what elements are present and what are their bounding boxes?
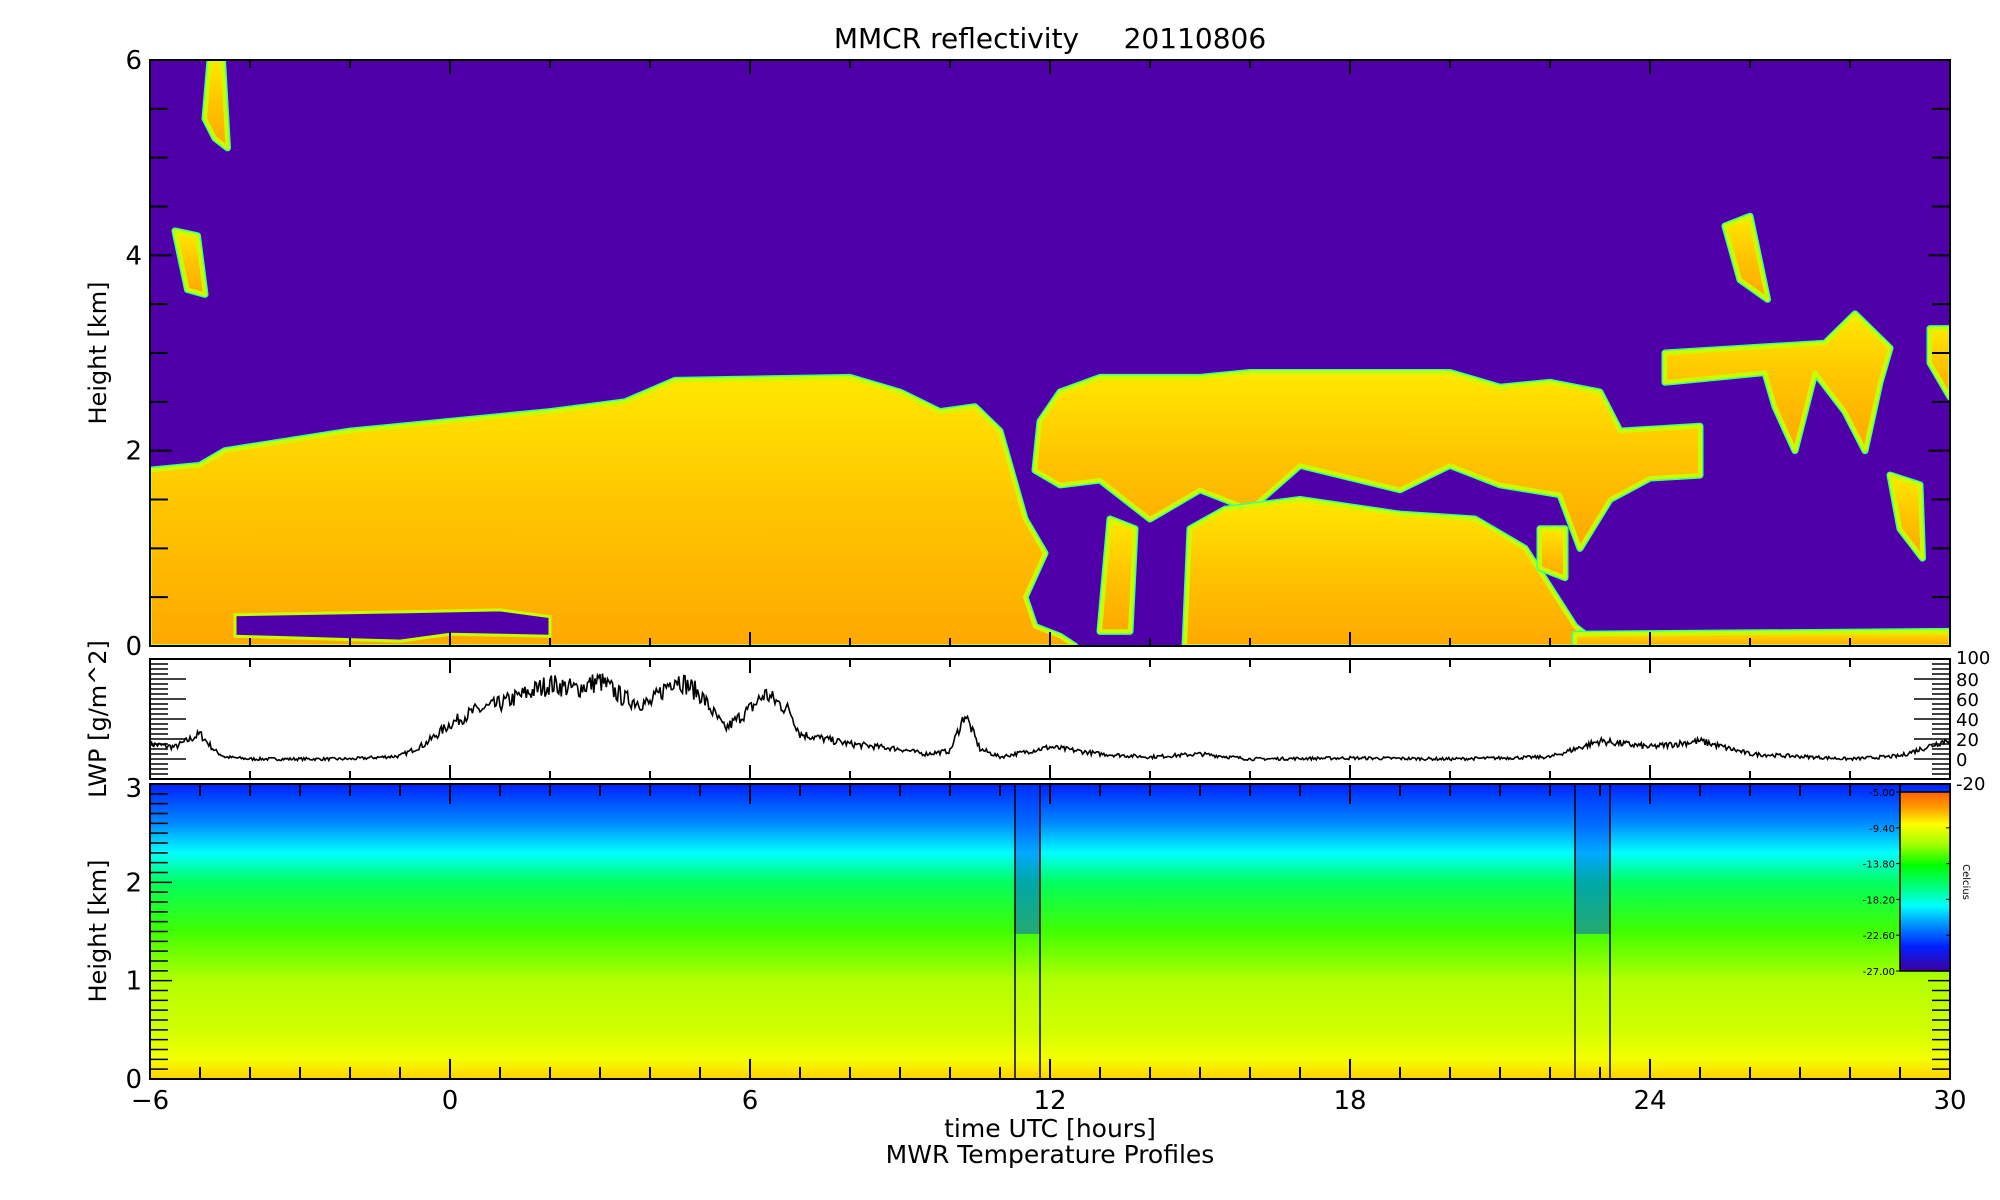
echo-region-cirrus-4km-left <box>173 228 207 297</box>
y-tick-label: 2 <box>125 868 142 898</box>
reflectivity-ylabel: Height [km] <box>84 282 112 425</box>
colorbar-tick-label: -18.20 <box>1863 895 1895 906</box>
echo-region-layer-3km-right <box>1663 311 1892 453</box>
colorbar-gradient <box>1899 791 1951 972</box>
y-tick-label: 4 <box>125 241 142 271</box>
colorbar: -5.00 -9.40 -13.80 -18.20 -22.60 -27.00 Celci… <box>1863 788 1971 978</box>
lwp-tick-label: 0 <box>1956 750 1967 771</box>
echo-region-upper-layer <box>1033 370 1702 551</box>
colorbar-tick-label: -5.00 <box>1869 788 1895 799</box>
x-tick-label: 0 <box>442 1086 459 1116</box>
lwp-line <box>150 672 1950 763</box>
echo-region-cirrus-4km-right <box>1723 214 1770 302</box>
echo-region-layer-3km-edge <box>1928 326 1950 399</box>
temperature-field <box>150 784 1950 1079</box>
y-tick-label: 2 <box>125 437 142 467</box>
lwp-tick-label: 80 <box>1956 670 1979 691</box>
x-tick-label: 30 <box>1933 1086 1966 1116</box>
lwp-tick-label: 60 <box>1956 690 1979 711</box>
echo-region-patch-21h <box>1538 526 1567 580</box>
lwp-tick-label: -20 <box>1956 774 1985 795</box>
missing-data-shade <box>1015 784 1040 934</box>
y-tick-label: 0 <box>125 1065 142 1095</box>
colorbar-tick-label: -13.80 <box>1863 860 1895 871</box>
reflectivity-panel: 0 2 4 6 Height [km] <box>84 46 1951 662</box>
x-tick-label: 6 <box>742 1086 759 1116</box>
colorbar-label: Celcius <box>1960 864 1971 900</box>
y-tick-label: 0 <box>125 632 142 662</box>
echo-region-column-13h <box>1098 517 1137 634</box>
x-axis-label: time UTC [hours] <box>944 1114 1156 1143</box>
lwp-background <box>150 659 1950 779</box>
missing-data-shade <box>1575 784 1610 934</box>
echo-region-main-layer <box>150 375 1077 646</box>
y-tick-label: 6 <box>125 46 142 76</box>
lwp-tick-label: 100 <box>1956 648 1990 669</box>
x-tick-label: 18 <box>1333 1086 1366 1116</box>
x-tick-label: −6 <box>131 1086 169 1116</box>
colorbar-tick-label: -22.60 <box>1863 931 1895 942</box>
lwp-tick-label: 20 <box>1956 730 1979 751</box>
y-tick-label: 1 <box>125 967 142 997</box>
colorbar-tick-label: -27.00 <box>1863 967 1895 978</box>
y-tick-label: 3 <box>125 774 142 804</box>
lwp-ylabel: LWP [g/m^2] <box>84 640 112 798</box>
x-tick-label: 24 <box>1633 1086 1666 1116</box>
echo-region-cirrus-upper-left <box>203 60 230 150</box>
lwp-tick-label: 40 <box>1956 710 1979 731</box>
subtitle: MWR Temperature Profiles <box>886 1140 1215 1169</box>
clear-region-gap-below-main <box>233 608 552 643</box>
echo-region-patch-29h <box>1888 473 1925 561</box>
x-tick-label: 12 <box>1033 1086 1066 1116</box>
chart-title: MMCR reflectivity 20110806 <box>834 22 1266 55</box>
echo-region-surface-layer <box>1573 629 1950 646</box>
temperature-ylabel: Height [km] <box>84 860 112 1003</box>
colorbar-tick-label: -9.40 <box>1869 824 1895 835</box>
